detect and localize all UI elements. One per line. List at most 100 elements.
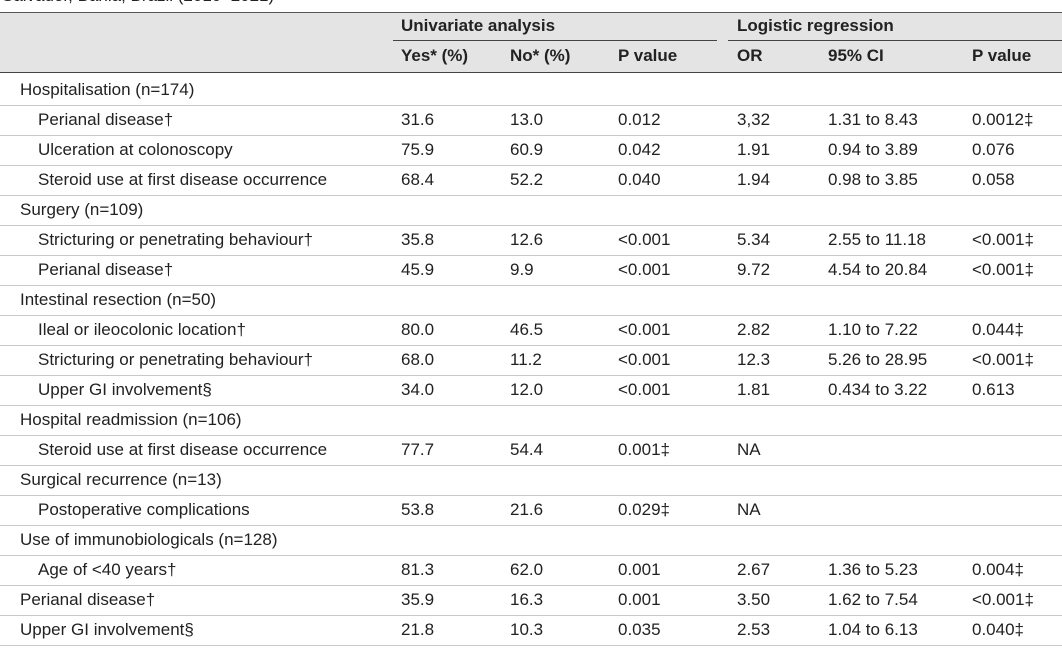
cell: 1.62 to 7.54: [828, 590, 918, 609]
cell: 0.001‡: [618, 440, 670, 459]
cell: 0.434 to 3.22: [828, 380, 928, 399]
cell: 0.001: [618, 590, 661, 609]
row-label: Ulceration at colonoscopy: [38, 140, 233, 159]
cell: 0.001: [618, 560, 661, 579]
cell: 10.3: [510, 620, 544, 639]
cell: <0.001‡: [972, 590, 1034, 609]
cell: 0.044‡: [972, 320, 1024, 339]
rule: [0, 255, 1062, 256]
cell: <0.001‡: [972, 350, 1034, 369]
cell: 11.2: [510, 350, 542, 369]
cell: 2.67: [737, 560, 771, 579]
cell: <0.001: [618, 230, 671, 249]
section-label: Surgery (n=109): [20, 200, 144, 219]
cell: 77.7: [401, 440, 435, 459]
cell: <0.001‡: [972, 230, 1034, 249]
row-label: Steroid use at first disease occurrence: [38, 170, 328, 189]
rule: [728, 40, 1062, 41]
cell: 2.55 to 11.18: [828, 230, 926, 249]
row-label: Perianal disease†: [38, 260, 174, 279]
cell: 35.9: [401, 590, 435, 609]
cell: 0.98 to 3.85: [828, 170, 918, 189]
rule: [0, 285, 1062, 286]
cell: 5.34: [737, 230, 771, 249]
cell: 81.3: [401, 560, 435, 579]
rule: [0, 135, 1062, 136]
cell: <0.001: [618, 320, 671, 339]
column-header: P value: [618, 46, 678, 65]
cell: 4.54 to 20.84: [828, 260, 928, 279]
cell: 0.042: [618, 140, 661, 159]
rule: [0, 72, 1062, 73]
cell: 3.50: [737, 590, 771, 609]
column-header: Yes* (%): [401, 46, 469, 65]
rule: [0, 105, 1062, 106]
cell: 1.91: [737, 140, 771, 159]
row-label: Ileal or ileocolonic location†: [38, 320, 246, 339]
section-label: Surgical recurrence (n=13): [20, 470, 222, 489]
table-header: [0, 12, 1062, 73]
cell: 21.8: [401, 620, 435, 639]
rule: [0, 555, 1062, 556]
cell: 0.058: [972, 170, 1015, 189]
cell: 1.04 to 6.13: [828, 620, 918, 639]
group-header: Logistic regression: [737, 16, 894, 35]
cell: 1.94: [737, 170, 771, 189]
cell: 12.0: [510, 380, 544, 399]
rule: [0, 495, 1062, 496]
column-header: P value: [972, 46, 1032, 65]
cell: 12.6: [510, 230, 544, 249]
cell: 13.0: [510, 110, 544, 129]
cell: 31.6: [401, 110, 435, 129]
cell: NA: [737, 500, 761, 519]
cell: 0.040: [618, 170, 661, 189]
row-label: Age of <40 years†: [38, 560, 177, 579]
column-header: No* (%): [510, 46, 571, 65]
column-header: OR: [737, 46, 763, 65]
row-label: Upper GI involvement§: [38, 380, 212, 399]
section-label: Intestinal resection (n=50): [20, 290, 217, 309]
row-label: Steroid use at first disease occurrence: [38, 440, 328, 459]
cell: 68.0: [401, 350, 435, 369]
rule: [0, 525, 1062, 526]
column-header: 95% CI: [828, 46, 884, 65]
section-label: Hospitalisation (n=174): [20, 80, 195, 99]
cell: 68.4: [401, 170, 435, 189]
group-header: Univariate analysis: [401, 16, 556, 35]
cell: 1.10 to 7.22: [828, 320, 918, 339]
cell: <0.001: [618, 380, 671, 399]
cell: 2.53: [737, 620, 771, 639]
section-label: Upper GI involvement§: [20, 620, 194, 639]
rule: [393, 40, 717, 41]
cell: 1.31 to 8.43: [828, 110, 918, 129]
cell: <0.001: [618, 350, 671, 369]
rule: [0, 345, 1062, 346]
cell: 60.9: [510, 140, 544, 159]
cell: 21.6: [510, 500, 544, 519]
rule: [0, 375, 1062, 376]
cell: 0.613: [972, 380, 1015, 399]
cell: 5.26 to 28.95: [828, 350, 928, 369]
cell: <0.001‡: [972, 260, 1034, 279]
rule: [0, 405, 1062, 406]
rule: [0, 225, 1062, 226]
cell: 75.9: [401, 140, 435, 159]
cell: 1.81: [737, 380, 771, 399]
rule: [0, 615, 1062, 616]
cell: 0.0012‡: [972, 110, 1034, 129]
cell: <0.001: [618, 260, 671, 279]
section-label: Perianal disease†: [20, 590, 156, 609]
cell: 62.0: [510, 560, 544, 579]
rule: [0, 315, 1062, 316]
cell: 9.72: [737, 260, 771, 279]
cell: 0.012: [618, 110, 661, 129]
cell: 0.004‡: [972, 560, 1024, 579]
cell: 46.5: [510, 320, 544, 339]
cell: NA: [737, 440, 761, 459]
cell: 80.0: [401, 320, 435, 339]
cell: 54.4: [510, 440, 544, 459]
rule: [0, 435, 1062, 436]
rule: [0, 585, 1062, 586]
cell: 1.36 to 5.23: [828, 560, 918, 579]
cell: 0.029‡: [618, 500, 670, 519]
